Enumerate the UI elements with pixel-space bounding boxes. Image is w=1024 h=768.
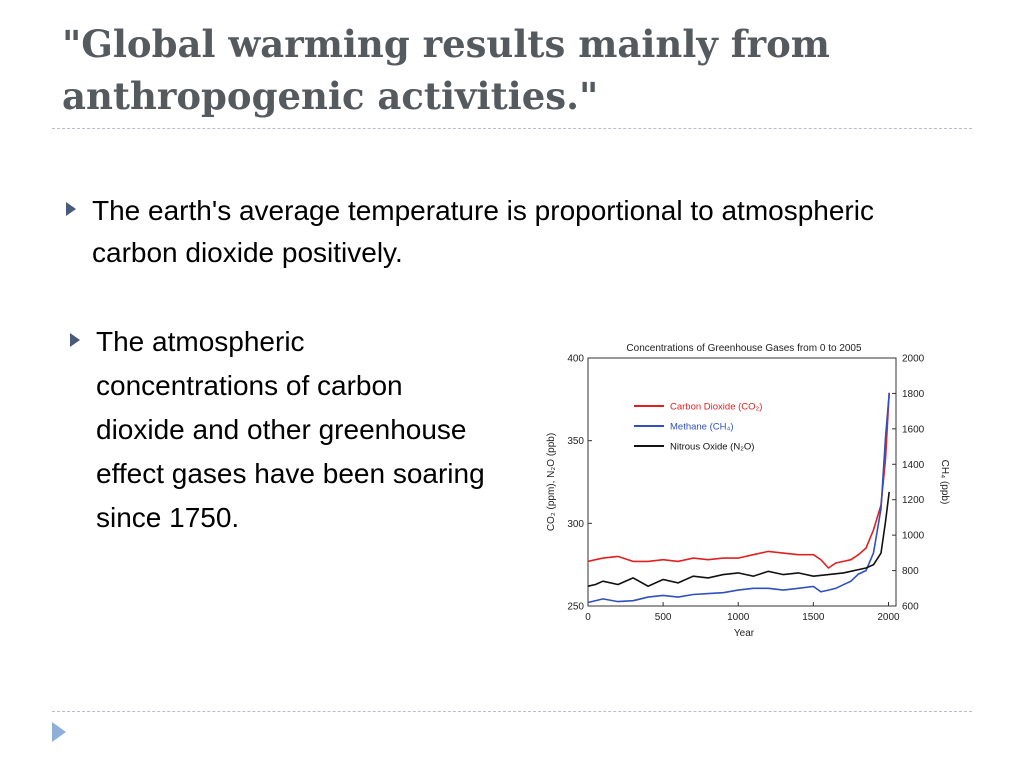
- x-tick-label: 1500: [802, 612, 825, 623]
- axis-ticks: 0 500 1000 1500 2000 250 300 350 400 600 800 1000 12…: [567, 354, 924, 624]
- right-y-tick-label: 2000: [902, 354, 925, 365]
- right-y-tick-label: 1800: [902, 389, 925, 400]
- title-divider: [52, 128, 972, 129]
- x-tick-label: 2000: [877, 612, 900, 623]
- triangle-right-icon: [66, 202, 76, 216]
- bullet-item-1: The earth's average temperature is propo…: [66, 190, 892, 274]
- left-y-tick-label: 400: [567, 354, 584, 365]
- legend-label: Nitrous Oxide (N₂O): [670, 442, 754, 453]
- right-y-axis-label: CH₄ (ppb): [939, 460, 950, 505]
- x-tick-label: 0: [585, 612, 591, 623]
- right-y-tick-label: 800: [902, 566, 919, 577]
- x-tick-label: 1000: [727, 612, 750, 623]
- right-y-tick-label: 1600: [902, 424, 925, 435]
- left-y-axis-label: CO₂ (ppm), N₂O (ppb): [546, 433, 557, 531]
- right-y-tick-label: 1000: [902, 531, 925, 542]
- greenhouse-gas-chart: Concentrations of Greenhouse Gases from …: [546, 343, 950, 639]
- bullet-item-2: The atmospheric concentrations of carbon…: [70, 320, 486, 540]
- right-y-tick-label: 600: [902, 602, 919, 613]
- x-axis-label: Year: [734, 628, 755, 639]
- legend-label: Methane (CH₄): [670, 422, 734, 433]
- series-lines: [587, 392, 890, 604]
- triangle-right-icon: [70, 333, 80, 347]
- series-line-3: [587, 491, 890, 588]
- left-y-tick-label: 250: [567, 602, 584, 613]
- bullet-text-1: The earth's average temperature is propo…: [92, 195, 874, 268]
- right-y-tick-label: 1200: [902, 495, 925, 506]
- next-slide-icon[interactable]: [52, 722, 66, 742]
- legend-label: Carbon Dioxide (CO₂): [670, 402, 762, 413]
- plot-frame: [587, 357, 897, 607]
- footer-divider: [52, 711, 972, 712]
- left-y-tick-label: 300: [567, 519, 584, 530]
- slide-title: "Global warming results mainly from anth…: [62, 22, 830, 118]
- chart-legend: Carbon Dioxide (CO₂) Methane (CH₄) Nitrous…: [634, 402, 762, 453]
- bullet-text-2: The atmospheric concentrations of carbon…: [96, 326, 485, 533]
- left-y-tick-label: 350: [567, 436, 584, 447]
- chart-title: Concentrations of Greenhouse Gases from …: [626, 343, 862, 354]
- x-tick-label: 500: [655, 612, 672, 623]
- series-line-2: [587, 393, 890, 604]
- series-line-1: [587, 392, 890, 570]
- right-y-tick-label: 1400: [902, 460, 925, 471]
